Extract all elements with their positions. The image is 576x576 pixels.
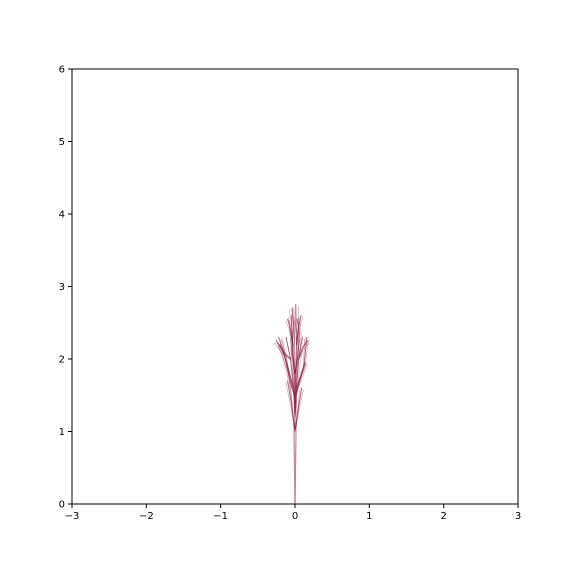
series-line (296, 338, 306, 389)
series-line (285, 382, 296, 432)
x-tick-label: 2 (440, 511, 446, 522)
series-line (278, 336, 295, 396)
y-axis: 0 1 2 3 4 5 6 (59, 65, 72, 511)
x-tick-label: 3 (515, 511, 521, 522)
y-tick-label: 1 (59, 427, 65, 438)
series-line (292, 309, 296, 374)
series-line (296, 316, 304, 345)
y-tick-label: 3 (59, 282, 65, 293)
series-line (296, 316, 300, 345)
series-line (294, 320, 299, 374)
x-tick-label: 0 (292, 511, 298, 522)
x-tick-label: 1 (366, 511, 372, 522)
series-line (291, 307, 296, 374)
y-tick-label: 0 (59, 500, 65, 511)
y-tick-label: 5 (59, 137, 65, 148)
plot-area (71, 68, 519, 505)
x-tick-label: −3 (65, 511, 80, 522)
series-line (295, 363, 308, 396)
series-line (287, 318, 294, 345)
y-tick-label: 2 (59, 355, 65, 366)
series-line (288, 382, 296, 432)
series-line (294, 320, 302, 374)
series-line (294, 389, 304, 432)
series-line (298, 342, 310, 360)
y-tick-label: 6 (59, 65, 65, 76)
series-line (275, 338, 295, 396)
series-line (275, 340, 292, 360)
series-line (287, 380, 296, 432)
series-line (281, 338, 296, 505)
x-tick-label: −2 (139, 511, 154, 522)
series-line (287, 318, 294, 345)
series-line (285, 320, 294, 345)
series-line (294, 304, 297, 418)
series-line (295, 363, 305, 396)
series-line (288, 316, 296, 418)
series-line (291, 307, 296, 374)
series-0 (274, 304, 310, 505)
series-line (277, 342, 291, 360)
series-line (298, 340, 309, 360)
series-line (295, 362, 306, 396)
series-line (294, 387, 303, 432)
series-line (294, 387, 303, 432)
series-line (278, 336, 295, 396)
series-line (295, 362, 306, 396)
x-tick-label: −1 (213, 511, 228, 522)
series-line (274, 342, 291, 360)
series-line (298, 340, 309, 360)
series-line (294, 304, 297, 418)
series-line (294, 389, 301, 432)
series-line (294, 318, 300, 374)
series-line (298, 342, 307, 360)
series-line (294, 338, 306, 418)
x-axis: −3 −2 −1 0 1 2 3 (65, 504, 521, 522)
series-line (280, 338, 295, 396)
series-line (294, 318, 300, 374)
series-line (288, 320, 294, 345)
series-line (276, 340, 291, 360)
series-line (288, 309, 296, 374)
series-line (287, 380, 296, 432)
y-tick-label: 4 (59, 210, 65, 221)
series-layer (274, 304, 310, 505)
